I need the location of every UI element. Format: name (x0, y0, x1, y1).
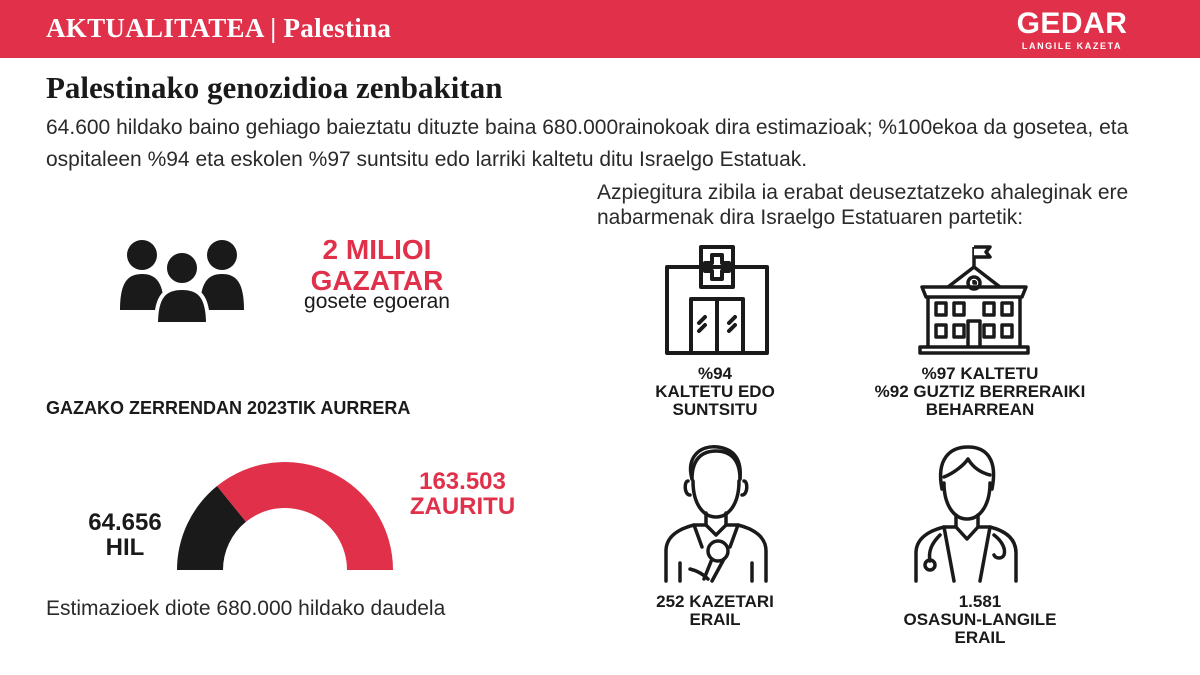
page-title: Palestinako genozidioa zenbakitan (46, 70, 503, 105)
population-description: gosete egoeran (304, 290, 450, 313)
brand-tagline: LANGILE KAZETA (1021, 41, 1123, 51)
school-caption: %97 KALTETU %92 GUZTIZ BERRERAIKI BEHARR… (840, 365, 1120, 419)
caption-line: %92 GUZTIZ BERRERAIKI (874, 382, 1086, 401)
gauge-segment-wounded (217, 462, 393, 570)
journalist-caption: 252 KAZETARI ERAIL (610, 593, 820, 629)
brand-logo[interactable]: GEDAR LANGILE KAZETA (1008, 7, 1136, 52)
infrastructure-intro: Azpiegitura zibila ia erabat deuseztatze… (597, 181, 1129, 229)
health-worker-icon (914, 445, 1018, 583)
casualties-gauge (177, 462, 393, 570)
caption-line: %94 (697, 364, 733, 383)
caption-line: OSASUN-LANGILE (903, 610, 1057, 629)
school-icon (918, 245, 1030, 355)
caption-line: 252 KAZETARI (656, 592, 774, 611)
journalist-icon (664, 445, 768, 583)
hospital-icon (665, 245, 769, 355)
dead-count: 64.656 HIL (80, 510, 170, 560)
caption-line: SUNTSITU (672, 400, 758, 419)
caption-line: KALTETU EDO (655, 382, 775, 401)
gauge-segment-dead (177, 486, 246, 570)
people-group-icon (120, 240, 244, 324)
health-worker-caption: 1.581 OSASUN-LANGILE ERAIL (850, 593, 1110, 647)
hospital-caption: %94 KALTETU EDO SUNTSITU (610, 365, 820, 419)
dead-number: 64.656 (88, 509, 162, 536)
caption-line: 1.581 (958, 592, 1002, 611)
section-label: AKTUALITATEA | Palestina (46, 13, 392, 43)
caption-line: ERAIL (689, 610, 741, 629)
wounded-count: 163.503 ZAURITU (395, 469, 530, 519)
wounded-number: 163.503 (419, 468, 506, 495)
casualties-heading: GAZAKO ZERRENDAN 2023TIK AURRERA (46, 398, 411, 418)
population-number: 2 MILIOI GAZATAR (282, 234, 472, 296)
population-number-line: GAZATAR (310, 265, 444, 296)
brand-name: GEDAR (1016, 7, 1128, 40)
caption-line: %97 KALTETU (921, 364, 1039, 383)
population-number-line: 2 MILIOI (322, 234, 432, 265)
wounded-label: ZAURITU (409, 493, 516, 520)
header-bar: AKTUALITATEA | Palestina GEDAR LANGILE K… (0, 0, 1200, 58)
death-estimate: Estimazioek diote 680.000 hildako daudel… (46, 597, 446, 620)
intro-text: 64.600 hildako baino gehiago baieztatu d… (46, 116, 1129, 171)
dead-label: HIL (105, 534, 145, 561)
caption-line: ERAIL (954, 628, 1006, 647)
caption-line: BEHARREAN (925, 400, 1035, 419)
